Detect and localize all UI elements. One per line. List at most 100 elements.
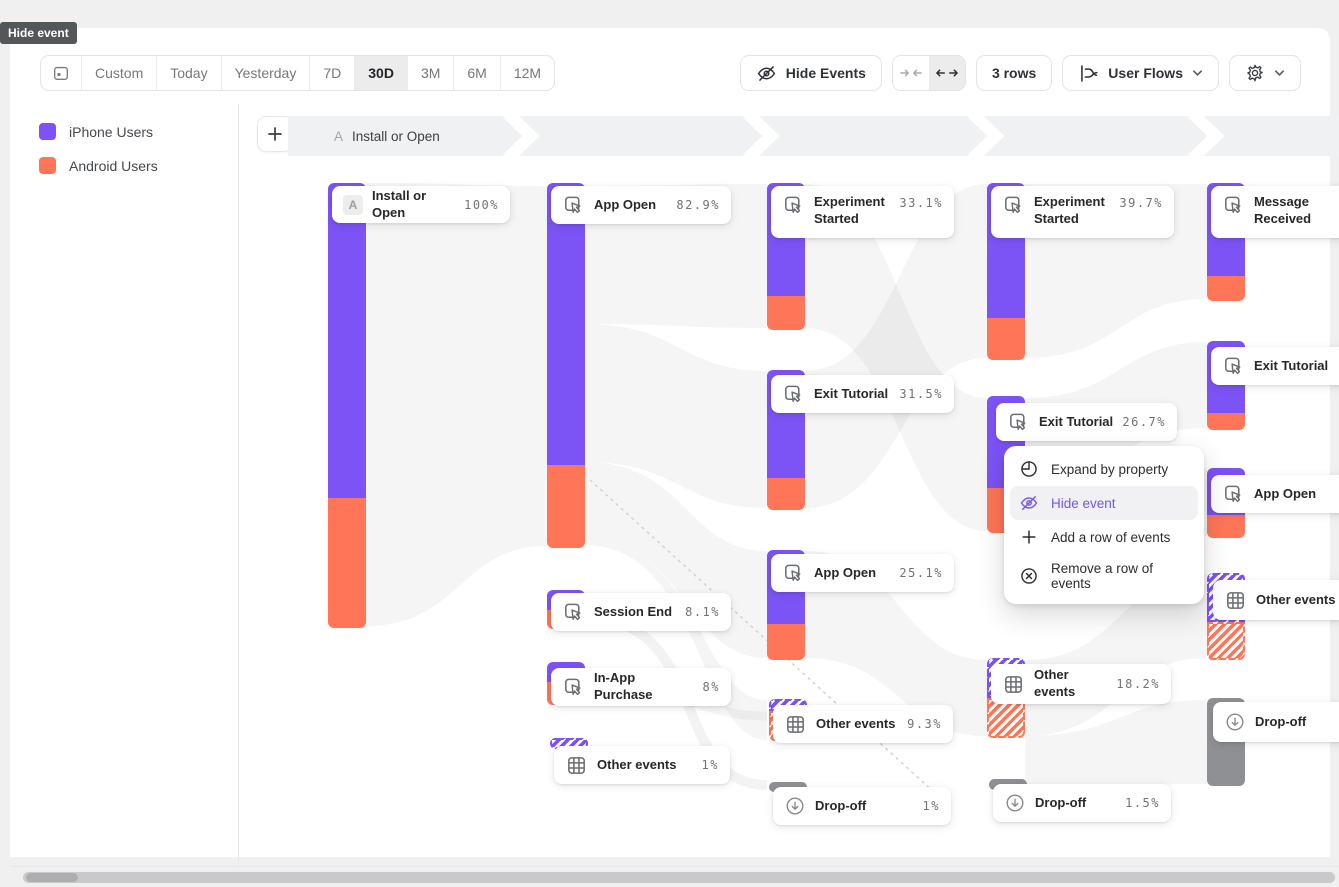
event-icon <box>1222 483 1245 506</box>
flow-bar-other-4-ho[interactable] <box>1207 622 1245 660</box>
legend: iPhone Users Android Users <box>39 123 158 174</box>
flow-node-install[interactable]: A Install or Open 100% <box>332 186 510 223</box>
step-name: Install or Open <box>352 128 440 144</box>
flow-node-msg-received[interactable]: Message Received <box>1211 186 1339 238</box>
horizontal-scrollbar-thumb[interactable] <box>23 872 1335 883</box>
flow-node-label: Drop-off <box>1035 794 1087 810</box>
date-range-30d[interactable]: 30D <box>355 56 408 90</box>
flow-node-percent: 82.9% <box>676 198 720 212</box>
chevron-down-icon <box>1275 70 1284 77</box>
dropoff-icon <box>784 795 806 817</box>
event-icon <box>562 601 585 624</box>
date-range-custom[interactable]: Custom <box>82 56 158 90</box>
flow-node-other-4[interactable]: Other events <box>1213 580 1339 620</box>
date-range-control: Custom Today Yesterday 7D 30D 3M 6M 12M <box>40 55 556 91</box>
flow-node-label: Exit Tutorial <box>1254 357 1329 373</box>
event-icon <box>562 194 585 217</box>
flow-node-percent: 25.1% <box>899 566 943 580</box>
flow-node-other-3[interactable]: Other events 18.2% <box>991 664 1171 704</box>
flow-node-percent: 8.1% <box>685 605 720 619</box>
flow-node-dropoff-3[interactable]: Drop-off <box>1213 702 1339 742</box>
event-icon <box>782 562 805 585</box>
hide-eye-icon <box>1019 493 1039 513</box>
flow-node-dropoff-2[interactable]: Drop-off 1.5% <box>993 784 1171 822</box>
flow-bar-msg-received-o[interactable] <box>1207 276 1245 301</box>
flow-bar-app-open-3-o[interactable] <box>1207 515 1245 538</box>
flow-bar-exit-tut-3-o[interactable] <box>1207 413 1245 430</box>
date-range-6m[interactable]: 6M <box>454 56 501 90</box>
chevron-down-icon <box>1193 70 1202 77</box>
date-range-7d[interactable]: 7D <box>310 56 356 90</box>
calendar-icon[interactable] <box>41 56 82 90</box>
flow-node-app-open-1[interactable]: App Open 82.9% <box>551 186 731 224</box>
flow-node-label: Install or Open <box>372 187 427 220</box>
flow-node-percent: 18.2% <box>1116 677 1160 691</box>
legend-swatch <box>39 123 56 140</box>
flow-bar-app-open-2-o[interactable] <box>767 624 805 660</box>
legend-label: Android Users <box>69 157 158 174</box>
flow-node-exp-started-2[interactable]: Experiment Started 39.7% <box>991 186 1174 238</box>
flow-node-percent: 33.1% <box>899 196 943 210</box>
flow-node-app-open-3[interactable]: App Open <box>1211 475 1339 513</box>
menu-item-expand-by-property[interactable]: Expand by property <box>1010 452 1198 486</box>
flow-node-label: Other events <box>1256 591 1336 607</box>
flow-bar-app-open-1-p[interactable] <box>547 183 585 465</box>
flow-node-exit-tut-2[interactable]: Exit Tutorial 26.7% <box>996 403 1177 441</box>
date-range-3m[interactable]: 3M <box>408 56 455 90</box>
flow-bar-exp-started-2-o[interactable] <box>987 318 1025 360</box>
flow-node-label: App Open <box>814 564 877 580</box>
flow-bar-install-o[interactable] <box>328 498 366 628</box>
date-range-12m[interactable]: 12M <box>513 65 542 81</box>
add-step-button[interactable] <box>257 116 293 152</box>
flow-node-percent: 1.5% <box>1125 796 1160 810</box>
flow-node-dropoff-1[interactable]: Drop-off 1% <box>773 787 951 825</box>
expand-columns-button[interactable] <box>928 56 965 90</box>
flow-bar-install-p[interactable] <box>328 183 366 498</box>
flow-node-app-open-2[interactable]: App Open 25.1% <box>771 554 954 592</box>
plus-icon <box>1019 527 1039 547</box>
legend-item-android-users[interactable]: Android Users <box>39 157 158 174</box>
flow-node-exp-started-1[interactable]: Experiment Started 33.1% <box>771 186 954 238</box>
flow-node-other-2[interactable]: Other events 9.3% <box>773 705 953 743</box>
flow-node-label: Other events <box>816 715 896 731</box>
flow-node-exit-tut-3[interactable]: Exit Tutorial <box>1211 347 1339 385</box>
menu-item-remove-a-row-of-events[interactable]: Remove a row of events <box>1010 554 1198 598</box>
flow-node-iap[interactable]: In-App Purchase 8% <box>551 668 731 706</box>
grid-icon <box>784 713 807 736</box>
flow-node-label: Exit Tutorial <box>814 385 889 401</box>
settings-button[interactable] <box>1229 55 1301 91</box>
collapse-columns-button[interactable] <box>892 56 929 90</box>
flow-bar-exp-started-1-o[interactable] <box>767 296 805 330</box>
flow-node-label: In-App Purchase <box>594 670 653 702</box>
hide-events-button[interactable]: Hide Events <box>739 55 882 91</box>
rows-label: 3 rows <box>991 65 1037 81</box>
flow-bar-app-open-1-o[interactable] <box>547 465 585 548</box>
arrows-inward-icon <box>900 69 922 77</box>
flow-node-exit-tut-1[interactable]: Exit Tutorial 31.5% <box>771 375 954 413</box>
flow-node-percent: 39.7% <box>1119 196 1163 210</box>
user-flows-icon <box>1078 63 1099 84</box>
horizontal-scrollbar[interactable] <box>20 870 1339 885</box>
chart-type-button[interactable]: User Flows <box>1062 55 1219 91</box>
dropoff-icon <box>1224 711 1246 733</box>
step-band-chevrons <box>502 116 1225 156</box>
dropoff-icon <box>1004 792 1026 814</box>
main-panel: Custom Today Yesterday 7D 30D 3M 6M 12M Hide Ev… <box>10 28 1339 885</box>
legend-item-iphone-users[interactable]: iPhone Users <box>39 123 158 140</box>
flow-bar-other-3-ho[interactable] <box>987 698 1025 738</box>
menu-item-add-a-row-of-events[interactable]: Add a row of events <box>1010 520 1198 554</box>
flow-node-other-1[interactable]: Other events 1% <box>554 746 730 784</box>
rows-button[interactable]: 3 rows <box>975 55 1053 91</box>
event-icon <box>1002 194 1025 217</box>
flow-bar-exit-tut-1-o[interactable] <box>767 478 805 510</box>
flow-node-percent: 26.7% <box>1122 415 1166 429</box>
step-a-badge: A <box>343 194 363 215</box>
date-range-yesterday[interactable]: Yesterday <box>222 56 311 90</box>
event-icon <box>1007 411 1030 434</box>
flow-node-percent: 31.5% <box>899 387 943 401</box>
flow-node-session-end[interactable]: Session End 8.1% <box>551 593 731 631</box>
expand-property-icon <box>1019 459 1039 479</box>
funnel-step-band[interactable]: A Install or Open <box>288 116 1339 156</box>
menu-item-hide-event[interactable]: Hide event <box>1010 486 1198 520</box>
date-range-today[interactable]: Today <box>157 56 222 90</box>
